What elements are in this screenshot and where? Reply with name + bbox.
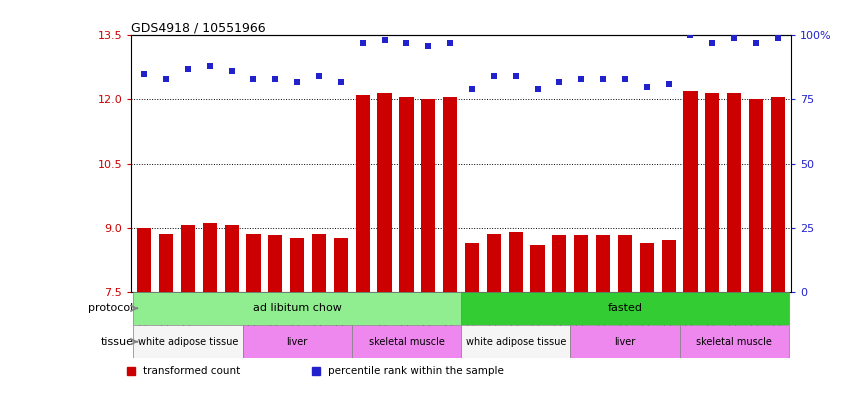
Point [159,76,173,82]
Bar [421,99,436,292]
Point [574,76,588,82]
Point [509,73,523,79]
Point [465,86,479,92]
Bar [443,97,457,292]
Bar [706,93,719,292]
Point [443,40,457,46]
Bar [749,99,763,292]
Bar [137,228,151,292]
Point [399,40,413,46]
Bar [530,245,545,292]
Bar [243,325,352,358]
Point [378,37,392,44]
Bar [727,93,741,292]
Bar [552,235,567,292]
Bar [771,97,785,292]
Bar [640,242,654,292]
Point [247,76,261,82]
Point [334,78,348,84]
Bar [134,325,243,358]
Point [552,78,566,84]
Text: white adipose tissue: white adipose tissue [138,337,238,347]
Point [706,40,719,46]
Bar [312,234,327,292]
Point [137,71,151,77]
Text: fasted: fasted [607,303,642,313]
Text: skeletal muscle: skeletal muscle [369,337,444,347]
Point [772,35,785,41]
Bar [268,235,283,292]
Point [662,81,675,87]
Point [225,68,239,74]
Point [181,66,195,72]
Bar [290,238,305,292]
Text: tissue: tissue [101,337,134,347]
Bar [574,235,588,292]
Bar [618,235,632,292]
Bar [461,325,570,358]
Bar [224,226,239,292]
Text: skeletal muscle: skeletal muscle [696,337,772,347]
Bar [399,97,414,292]
Point [312,73,326,79]
Bar [684,91,698,292]
Text: liver: liver [287,337,308,347]
Bar [486,234,501,292]
Bar [679,325,788,358]
Bar [596,235,610,292]
Point [596,76,610,82]
Bar [461,292,788,325]
Bar [181,226,195,292]
Bar [334,238,348,292]
Bar [159,234,173,292]
Bar [134,292,461,325]
Point [728,35,741,41]
Bar [508,232,523,292]
Bar [662,240,676,292]
Text: ad libitum chow: ad libitum chow [253,303,342,313]
Bar [203,223,217,292]
Point [530,86,544,92]
Point [640,83,654,90]
Point [203,63,217,69]
Bar [352,325,461,358]
Text: white adipose tissue: white adipose tissue [465,337,566,347]
Point [618,76,632,82]
Bar [246,234,261,292]
Point [421,42,435,49]
Text: percentile rank within the sample: percentile rank within the sample [327,365,503,376]
Point [268,76,282,82]
Text: liver: liver [614,337,635,347]
Text: protocol: protocol [88,303,134,313]
Point [684,32,697,39]
Point [290,78,304,84]
Text: GDS4918 / 10551966: GDS4918 / 10551966 [131,22,266,35]
Bar [465,242,479,292]
Bar [570,325,679,358]
Bar [377,93,392,292]
Text: transformed count: transformed count [143,365,240,376]
Point [750,40,763,46]
Point [356,40,370,46]
Point [487,73,501,79]
Bar [355,95,370,292]
